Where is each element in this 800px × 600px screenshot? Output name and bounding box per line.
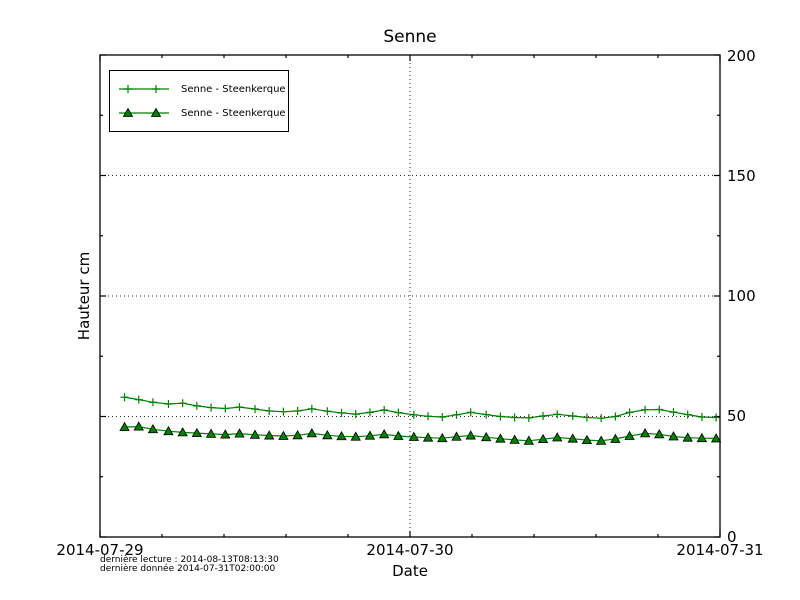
- chart-title: Senne: [383, 27, 437, 47]
- legend-label: Senne - Steenkerque: [181, 83, 286, 95]
- footnote-last-reading: dernière lecture : 2014-08-13T08:13:30: [100, 555, 279, 565]
- x-tick-label: 2014-07-29: [56, 541, 144, 559]
- y-tick-label: 50: [727, 407, 747, 425]
- legend-label: Senne - Steenkerque: [181, 107, 286, 119]
- legend-entry: Senne - Steenkerque: [116, 101, 286, 125]
- x-tick-label: 2014-07-31: [676, 541, 764, 559]
- y-axis-label: Hauteur cm: [75, 251, 93, 341]
- y-tick-label: 0: [727, 528, 737, 546]
- y-tick-label: 100: [727, 287, 756, 305]
- legend-line-plus-marker-sample: [119, 85, 169, 93]
- x-tick-label: 2014-07-30: [366, 541, 454, 559]
- y-tick-label: 200: [727, 47, 756, 65]
- footnote-last-data: dernière donnée 2014-07-31T02:00:00: [100, 564, 276, 574]
- x-axis-label: Date: [392, 562, 428, 580]
- y-tick-label: 150: [727, 167, 756, 185]
- legend: Senne - Steenkerque Senne - Steenkerque: [109, 70, 289, 132]
- legend-entry: Senne - Steenkerque: [116, 77, 286, 101]
- legend-line-triangle-marker-sample: [119, 107, 169, 117]
